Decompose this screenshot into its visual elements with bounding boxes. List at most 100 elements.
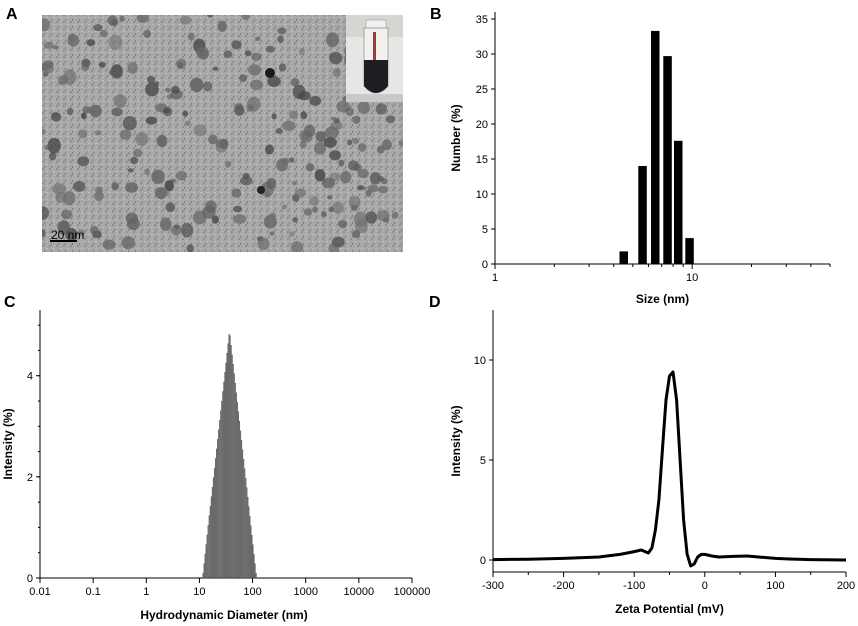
bar	[236, 402, 238, 579]
tem-particle	[111, 182, 119, 191]
chart-size-distribution: 0 5 10 15 20 25 30 35 1 10 Size (nm) Number (%)	[449, 12, 831, 306]
tem-particle	[215, 139, 228, 148]
tem-particle	[257, 237, 270, 251]
tem-particle	[255, 36, 261, 41]
panel-letter-c: C	[4, 294, 16, 311]
x-tick-label: 10	[686, 272, 698, 284]
bar	[250, 525, 252, 579]
tem-particle	[249, 79, 264, 91]
tem-particle	[108, 34, 123, 51]
y-tick-label: 0	[482, 259, 488, 271]
tem-particle	[160, 189, 170, 197]
bar	[205, 544, 207, 579]
tem-particle	[135, 132, 149, 146]
tem-particle	[278, 63, 287, 72]
tem-particle	[182, 110, 189, 117]
tem-particle	[186, 244, 194, 252]
tem-particle	[315, 131, 326, 143]
tem-particle	[164, 180, 174, 192]
tem-particle	[338, 219, 348, 229]
y-axis-label: Number (%)	[449, 104, 463, 171]
tem-particle	[94, 190, 104, 202]
x-tick-label: 100000	[394, 586, 431, 598]
tem-particle	[43, 41, 54, 49]
x-axis-label: Zeta Potential (mV)	[615, 602, 724, 616]
y-tick-label: 10	[476, 189, 488, 201]
bar	[251, 535, 253, 579]
tem-particle	[309, 196, 319, 206]
tem-particle	[290, 78, 300, 87]
tem-particle	[233, 214, 247, 224]
tem-particle	[381, 139, 392, 151]
y-tick-label: 30	[476, 49, 488, 61]
bar	[206, 534, 208, 579]
tem-particle	[81, 112, 87, 120]
bar	[212, 477, 214, 579]
tem-particle	[42, 18, 50, 32]
x-tick-label: 100	[243, 586, 261, 598]
bar	[638, 166, 647, 264]
tem-particle	[323, 137, 337, 148]
tem-particle	[184, 120, 191, 126]
tem-particle	[289, 231, 295, 237]
panel-letter-d: D	[429, 294, 441, 311]
tem-particle	[166, 94, 174, 100]
bar	[224, 372, 226, 579]
tem-particle	[248, 64, 262, 76]
tem-particle	[160, 217, 172, 231]
tem-particle	[151, 169, 165, 184]
y-tick-label: 5	[482, 224, 488, 236]
series-line	[492, 370, 847, 568]
tem-particle	[58, 80, 64, 85]
tem-particle	[246, 104, 254, 112]
tem-particle	[357, 168, 369, 179]
bar	[237, 411, 239, 579]
vial-inset-photo	[346, 15, 403, 102]
bar	[246, 487, 248, 579]
bar	[216, 448, 218, 579]
chart-hydrodynamic-diameter: 0 2 4 0.01 0.1 1 10 100 1000 10000 100000 Hydrodyna…	[1, 310, 430, 622]
bar	[217, 439, 219, 579]
panel-letter-a: A	[6, 6, 18, 23]
tem-particle	[68, 33, 77, 43]
tem-particle	[378, 185, 389, 194]
tem-particle	[271, 113, 277, 120]
bar	[651, 30, 660, 265]
tem-particle	[99, 29, 108, 38]
bar	[685, 238, 694, 264]
tem-particle	[171, 224, 182, 236]
bar	[249, 516, 251, 579]
tem-particle	[156, 134, 168, 148]
y-tick-label: 20	[476, 119, 488, 131]
bar	[213, 467, 216, 579]
tem-particle	[321, 211, 327, 218]
bar	[243, 459, 245, 579]
tem-particle	[376, 210, 390, 222]
tem-particle	[332, 68, 341, 77]
tem-particle	[298, 91, 311, 101]
tem-particle	[298, 48, 305, 56]
tem-particle	[165, 202, 176, 213]
tem-particle	[217, 20, 227, 32]
tem-particle	[331, 116, 337, 121]
bar	[232, 364, 234, 579]
tem-particle	[231, 188, 242, 198]
x-tick-label: 100	[766, 580, 784, 592]
tem-particle	[391, 211, 399, 219]
tem-particle	[352, 230, 361, 239]
tem-particle	[313, 142, 327, 155]
x-tick-label: -100	[623, 580, 645, 592]
bar	[619, 251, 628, 264]
bar	[225, 362, 227, 579]
bar	[219, 420, 221, 579]
tem-particle	[314, 169, 326, 182]
tem-particle	[358, 143, 367, 152]
tem-particle	[280, 157, 290, 164]
tem-particle	[125, 182, 139, 193]
tem-particle	[187, 32, 195, 41]
tem-particle	[289, 110, 299, 120]
tem-particle	[327, 195, 333, 200]
tem-particle	[66, 107, 74, 116]
tem-particle	[292, 217, 298, 223]
x-axis-label: Hydrodynamic Diameter (nm)	[140, 608, 307, 622]
